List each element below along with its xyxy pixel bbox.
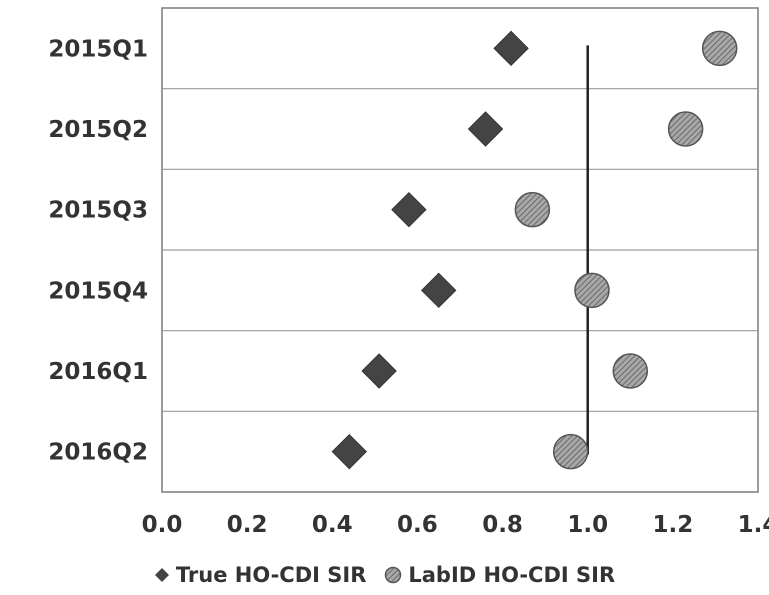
category-label: 2015Q4 [48,278,148,304]
x-tick-label: 0.0 [142,512,183,538]
category-label: 2015Q1 [48,36,148,62]
gridlines [162,88,758,412]
true-sir-point [421,272,457,309]
category-label: 2016Q2 [48,440,148,466]
legend: True HO-CDI SIR LabID HO-CDI SIR [0,560,769,590]
x-tick-label: 1.2 [652,512,693,538]
true-sir-point [391,191,427,228]
labid-sir-point [574,272,610,309]
legend-item-labid: LabID HO-CDI SIR [384,563,615,587]
category-axis: 2015Q1 2015Q2 2015Q3 2015Q4 2016Q1 2016Q2 [48,36,148,465]
x-tick-label: 0.2 [227,512,268,538]
legend-label-labid: LabID HO-CDI SIR [408,563,616,587]
scatter-chart: 2015Q1 2015Q2 2015Q3 2015Q4 2016Q1 2016Q2 0.0… [48,7,769,538]
legend-item-true: True HO-CDI SIR [154,563,367,587]
labid-sir-point [667,111,704,147]
x-tick-label: 1.0 [567,512,608,538]
labid-sir-point [552,433,589,470]
true-sir-point [361,353,397,389]
labid-sir-point [514,191,551,228]
diamond-marker-icon [154,568,169,582]
category-label: 2015Q3 [48,198,148,224]
x-tick-label: 0.8 [482,512,523,538]
x-tick-label: 0.6 [397,512,438,538]
x-tick-label: 0.4 [312,512,353,538]
true-sir-point [493,30,529,67]
true-sir-point [467,111,504,147]
labid-sir-point [701,30,738,67]
hatched-circle-marker-icon [385,566,402,584]
data-marks [331,30,738,470]
x-tick-label: 1.4 [738,512,769,538]
category-label: 2016Q1 [48,359,148,385]
labid-sir-point [612,353,649,389]
true-sir-point [331,433,368,470]
category-label: 2015Q2 [48,117,148,143]
legend-label-true: True HO-CDI SIR [175,563,367,587]
value-axis: 0.0 0.2 0.4 0.6 0.8 1.0 1.2 1.4 [142,512,769,538]
